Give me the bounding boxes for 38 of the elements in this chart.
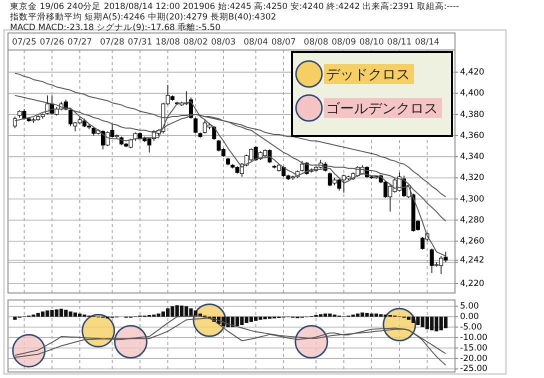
y-tick-label: 4,380 (460, 110, 484, 120)
x-tick-label: 08/03 (211, 38, 236, 48)
y-tick-label: 0.00 (460, 312, 479, 322)
x-tick-label: 08/04 (244, 38, 268, 48)
y-tick-label: 4,242 (460, 256, 484, 266)
x-tick-label: 08/11 (387, 38, 412, 48)
y-tick-label: 4,320 (460, 173, 484, 184)
y-tick-label: -15.00 (460, 343, 488, 354)
y-tick-label: 4,360 (460, 130, 484, 141)
y-tick-label: 4,280 (460, 215, 484, 226)
y-tick-label: 5.00 (460, 302, 479, 312)
x-tick-label: 08/09 (332, 38, 356, 48)
x-tick-label: 18/08 (156, 38, 180, 48)
y-tick-label: 4,300 (460, 194, 484, 204)
x-tick-label: 07/25 (12, 38, 36, 48)
x-tick-label: 08/02 (183, 38, 208, 48)
x-tick-label: 08/14 (414, 38, 440, 48)
y-tick-label: 4,220 (460, 278, 484, 289)
x-tick-label: 07/28 (100, 38, 124, 48)
legend-label: ゴールデンクロス (326, 100, 438, 117)
y-tick-label: 4,400 (460, 88, 484, 99)
legend-label: デッドクロス (326, 66, 410, 83)
chart-title: 東京金 19/06 240分足 2018/08/14 12:00 201906 始:4245 高:4250 安:4240 終:4242 出来高:2391 取組高:---- (10, 1, 459, 12)
y-tick-label: -5.00 (460, 322, 482, 332)
x-tick-label: 07/27 (68, 38, 92, 48)
x-tick-label: 08/08 (304, 38, 328, 48)
y-tick-label: 4,420 (460, 68, 484, 78)
y-tick-label: 4,340 (460, 152, 484, 162)
x-tick-label: 08/07 (271, 38, 296, 48)
text: MACD MACD:-23.18 シグナル(9):-17.68 乖離:-5.50 (10, 22, 220, 33)
y-tick-label: -10.00 (460, 332, 488, 343)
chart-subtitle: 指数平滑移動平均 短期A(5):4246 中期(20):4279 長期B(40):4302 (9, 12, 276, 22)
x-tick-label: 07/26 (40, 38, 64, 48)
y-tick-label: -25.00 (460, 364, 488, 374)
x-tick-label: 07/31 (128, 38, 152, 48)
x-tick-label: 08/10 (359, 38, 384, 48)
y-tick-label: -20.00 (460, 354, 488, 364)
y-tick-label: 4,260 (460, 236, 484, 247)
